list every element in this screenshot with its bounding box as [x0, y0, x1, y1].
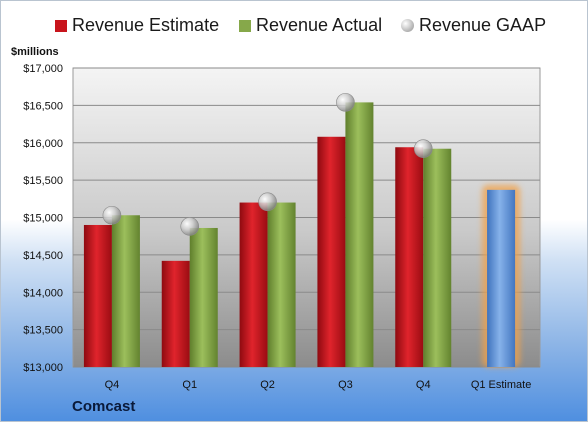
- y-tick-label: $15,500: [23, 175, 63, 187]
- bar-revenue-actual: [345, 102, 374, 367]
- x-tick-labels: Q4 Q1 Q2 Q3 Q4 Q1 Estimate: [105, 379, 532, 391]
- y-tick-label: $15,000: [23, 213, 63, 225]
- y-tick-label: $13,000: [23, 362, 63, 374]
- bar-revenue-actual: [423, 148, 452, 367]
- x-tick-label: Q1 Estimate: [471, 379, 532, 391]
- x-tick-label: Q2: [260, 379, 275, 391]
- legend-marker-gaap: [401, 19, 414, 32]
- legend-label-actual: Revenue Actual: [256, 15, 383, 35]
- bar-revenue-actual: [111, 215, 140, 367]
- bar-revenue-estimate: [83, 224, 112, 367]
- bar-revenue-estimate: [317, 136, 346, 367]
- bar-revenue-estimate: [161, 260, 190, 367]
- y-tick-label: $16,000: [23, 138, 63, 150]
- legend-label-gaap: Revenue GAAP: [419, 15, 547, 35]
- x-tick-label: Q1: [182, 379, 197, 391]
- x-tick-label: Q4: [416, 379, 431, 391]
- legend-item-revenue-gaap: Revenue GAAP: [401, 15, 546, 36]
- legend-swatch-estimate: [55, 19, 67, 32]
- marker-revenue-gaap: [336, 93, 355, 112]
- bar-q1-estimate: [487, 189, 516, 367]
- bar-revenue-actual: [267, 202, 296, 367]
- y-tick-label: $16,500: [23, 100, 63, 112]
- gaap-markers: [102, 93, 433, 236]
- y-tick-label: $13,500: [23, 325, 63, 337]
- company-name: Comcast: [72, 398, 136, 415]
- x-tick-label: Q4: [105, 379, 120, 391]
- y-axis-label: $millions: [11, 46, 59, 58]
- y-tick-label: $14,500: [23, 250, 63, 262]
- x-tick-label: Q3: [338, 379, 353, 391]
- bars: [83, 102, 521, 367]
- legend-label-estimate: Revenue Estimate: [72, 15, 220, 35]
- gridlines: [73, 67, 540, 368]
- legend-swatch-actual: [239, 19, 251, 32]
- marker-revenue-gaap: [180, 217, 200, 236]
- y-tick-label: $14,000: [23, 287, 63, 299]
- legend-item-revenue-actual: Revenue Actual: [239, 15, 382, 36]
- legend: Revenue Estimate Revenue Actual Revenue …: [1, 15, 587, 45]
- marker-revenue-gaap: [413, 139, 433, 159]
- marker-revenue-gaap: [258, 192, 277, 212]
- bar-revenue-estimate: [239, 202, 268, 367]
- bar-revenue-estimate: [395, 147, 424, 367]
- y-tick-labels: $13,000 $13,500 $14,000 $14,500 $15,000 $15,5…: [23, 63, 63, 374]
- bar-revenue-actual: [189, 227, 218, 367]
- y-tick-label: $17,000: [23, 63, 63, 75]
- marker-revenue-gaap: [102, 205, 122, 225]
- legend-item-revenue-estimate: Revenue Estimate: [55, 15, 219, 36]
